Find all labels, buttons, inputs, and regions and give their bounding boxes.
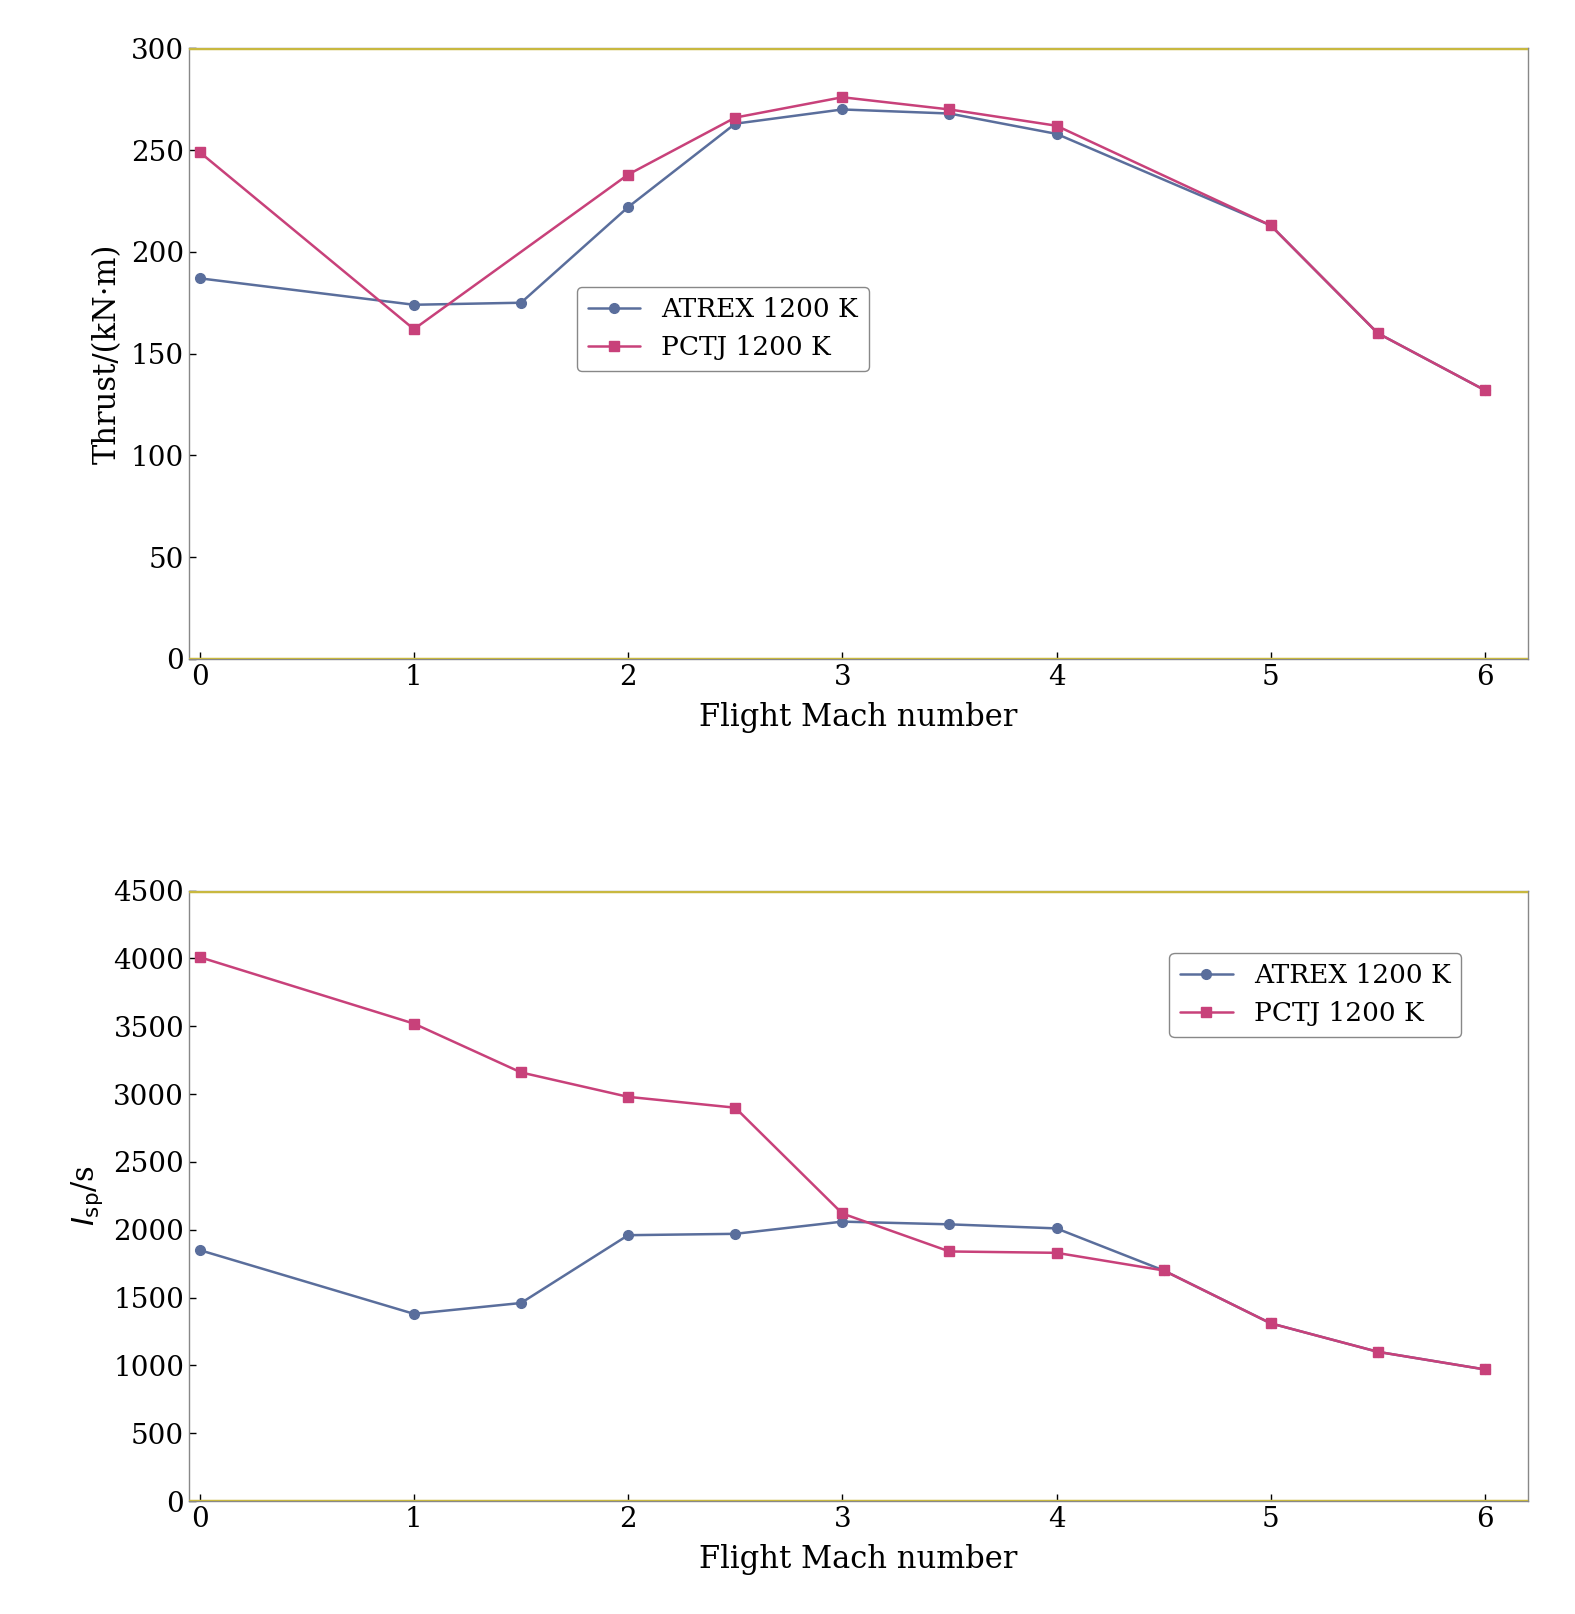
ATREX 1200 K [512, 1293, 531, 1312]
Legend: ATREX 1200 K, PCTJ 1200 K: ATREX 1200 K, PCTJ 1200 K [576, 287, 869, 371]
Line: PCTJ 1200 K: PCTJ 1200 K [195, 92, 1490, 395]
PCTJ 1200 K [512, 1062, 531, 1081]
PCTJ 1200 K [1476, 1359, 1495, 1378]
ATREX 1200 K [1476, 1359, 1495, 1378]
ATREX 1200 K [833, 1212, 852, 1231]
Line: ATREX 1200 K: ATREX 1200 K [195, 1217, 1490, 1374]
PCTJ 1200 K [833, 87, 852, 107]
X-axis label: Flight Mach number: Flight Mach number [699, 702, 1017, 733]
ATREX 1200 K [191, 268, 209, 287]
ATREX 1200 K [512, 294, 531, 313]
Y-axis label: Thrust/(kN·m): Thrust/(kN·m) [91, 244, 123, 463]
PCTJ 1200 K [1476, 381, 1495, 400]
PCTJ 1200 K [1369, 1343, 1388, 1362]
PCTJ 1200 K [940, 100, 959, 119]
PCTJ 1200 K [726, 108, 745, 128]
ATREX 1200 K [619, 1225, 638, 1244]
ATREX 1200 K [1047, 124, 1066, 144]
ATREX 1200 K [1154, 1261, 1173, 1280]
Line: PCTJ 1200 K: PCTJ 1200 K [195, 952, 1490, 1374]
PCTJ 1200 K [1047, 116, 1066, 136]
X-axis label: Flight Mach number: Flight Mach number [699, 1545, 1017, 1575]
PCTJ 1200 K [191, 142, 209, 161]
PCTJ 1200 K [405, 320, 424, 339]
ATREX 1200 K [1047, 1219, 1066, 1238]
ATREX 1200 K [1262, 1314, 1280, 1333]
ATREX 1200 K [405, 295, 424, 315]
ATREX 1200 K [1369, 1343, 1388, 1362]
PCTJ 1200 K [726, 1098, 745, 1117]
PCTJ 1200 K [191, 947, 209, 967]
Line: ATREX 1200 K: ATREX 1200 K [195, 105, 1490, 395]
ATREX 1200 K [1262, 216, 1280, 236]
Y-axis label: $I_\mathrm{sp}$/s: $I_\mathrm{sp}$/s [69, 1165, 106, 1227]
PCTJ 1200 K [1154, 1261, 1173, 1280]
ATREX 1200 K [1369, 323, 1388, 342]
ATREX 1200 K [726, 1223, 745, 1243]
PCTJ 1200 K [405, 1014, 424, 1033]
ATREX 1200 K [940, 1215, 959, 1235]
PCTJ 1200 K [940, 1241, 959, 1261]
PCTJ 1200 K [1262, 216, 1280, 236]
PCTJ 1200 K [833, 1204, 852, 1223]
ATREX 1200 K [191, 1241, 209, 1261]
ATREX 1200 K [1476, 381, 1495, 400]
ATREX 1200 K [726, 115, 745, 134]
ATREX 1200 K [405, 1304, 424, 1323]
PCTJ 1200 K [619, 1088, 638, 1107]
PCTJ 1200 K [1369, 323, 1388, 342]
ATREX 1200 K [833, 100, 852, 119]
ATREX 1200 K [940, 103, 959, 123]
Legend: ATREX 1200 K, PCTJ 1200 K: ATREX 1200 K, PCTJ 1200 K [1169, 952, 1462, 1038]
PCTJ 1200 K [619, 165, 638, 184]
PCTJ 1200 K [1047, 1243, 1066, 1262]
PCTJ 1200 K [1262, 1314, 1280, 1333]
ATREX 1200 K [619, 197, 638, 216]
